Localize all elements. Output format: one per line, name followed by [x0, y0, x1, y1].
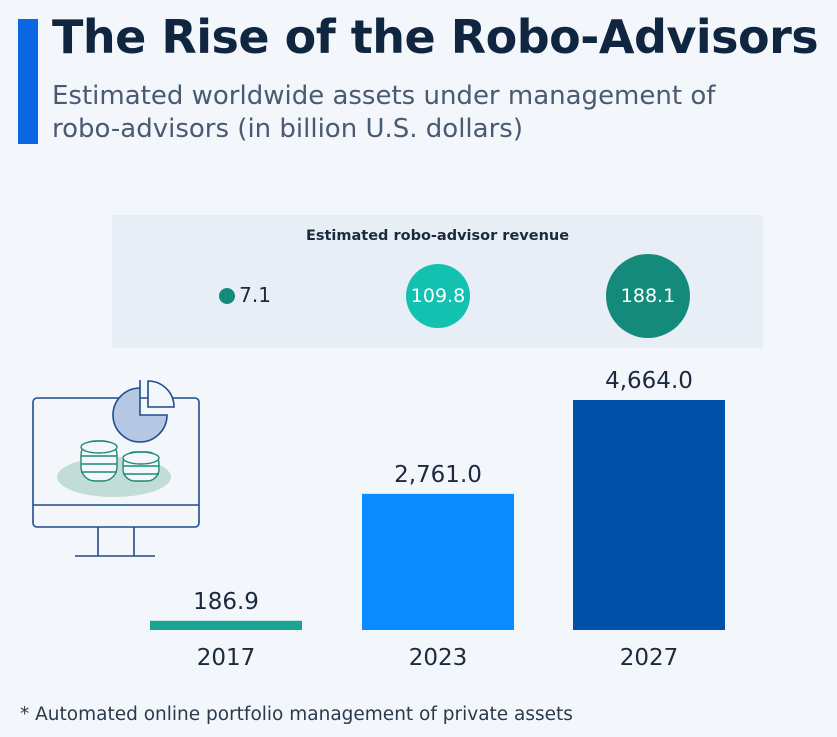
- bar-value-label: 2,761.0: [394, 462, 482, 488]
- page-title: The Rise of the Robo-Advisors: [52, 10, 819, 64]
- revenue-panel-title: Estimated robo-advisor revenue: [305, 228, 570, 244]
- bar-2023: [362, 493, 514, 630]
- x-tick-label: 2023: [409, 645, 468, 671]
- revenue-bubble-2023: 109.8: [405, 263, 471, 329]
- footnote: * Automated online portfolio management …: [20, 704, 573, 725]
- revenue-bubble-2017: [218, 287, 236, 305]
- bar-2017: [150, 620, 302, 630]
- revenue-value-label: 7.1: [239, 283, 271, 307]
- monitor-illustration-icon: [32, 380, 200, 557]
- revenue-value-label: 188.1: [620, 285, 676, 307]
- x-tick-label: 2017: [197, 645, 256, 671]
- revenue-value-label: 109.8: [410, 284, 466, 307]
- title-accent-bar: [18, 19, 38, 144]
- bar-value-label: 4,664.0: [605, 368, 693, 394]
- bar-value-label: 186.9: [193, 589, 259, 615]
- revenue-bubble-2027: 188.1: [606, 254, 690, 338]
- page-subtitle: Estimated worldwide assets under managem…: [52, 81, 716, 144]
- x-tick-label: 2027: [620, 645, 679, 671]
- bar-2027: [573, 400, 725, 630]
